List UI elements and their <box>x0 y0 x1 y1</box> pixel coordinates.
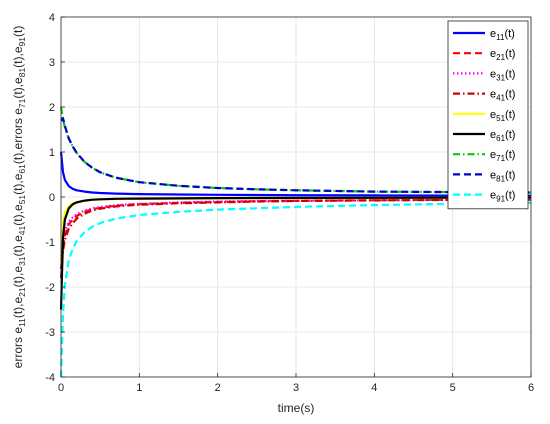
y-axis-label: errors e11(t),e21(t),e31(t),e41(t),e51(t… <box>11 26 27 369</box>
x-tick-label: 6 <box>528 382 534 394</box>
y-tick-label: -1 <box>45 237 55 249</box>
x-axis-label: time(s) <box>278 401 315 415</box>
y-tick-label: -2 <box>45 282 55 294</box>
legend-entry-e61: e61(t) <box>490 129 515 143</box>
legend: e11(t) e21(t) e31(t) e41(t) e51(t) e61(t) e71(… <box>447 20 529 210</box>
y-tick-label: 0 <box>49 192 55 204</box>
x-tick-label: 3 <box>293 382 299 394</box>
series-line-e11 <box>59 151 532 197</box>
y-tick-label: 4 <box>49 12 55 24</box>
series-layer <box>59 106 532 378</box>
series-line-e91 <box>59 201 532 378</box>
legend-entry-e71: e71(t) <box>490 149 515 163</box>
legend-entry-e41: e41(t) <box>490 89 515 103</box>
series-line-e41 <box>59 198 532 279</box>
legend-entry-e21: e21(t) <box>490 48 515 62</box>
y-tick-label: -3 <box>45 327 55 339</box>
x-tick-label: 5 <box>450 382 456 394</box>
y-tick-label: 1 <box>49 147 55 159</box>
y-tick-label: 2 <box>49 102 55 114</box>
series-line-e31 <box>59 198 532 261</box>
legend-entry-e31: e31(t) <box>490 68 515 82</box>
y-tick-label: -4 <box>45 372 55 384</box>
x-tick-label: 4 <box>371 382 377 394</box>
tick-layer: 0 1 2 3 4 5 6 -4 -3 -2 -1 0 1 2 3 4 <box>45 12 534 394</box>
legend-entry-e91: e91(t) <box>490 190 515 204</box>
legend-entry-e11: e11(t) <box>490 28 515 42</box>
legend-entry-e51: e51(t) <box>490 109 515 123</box>
x-tick-label: 1 <box>136 382 142 394</box>
series-line-e81 <box>60 117 532 194</box>
x-tick-label: 2 <box>215 382 221 394</box>
x-tick-label: 0 <box>58 382 64 394</box>
legend-entry-e81: e81(t) <box>490 169 515 183</box>
y-tick-label: 3 <box>49 57 55 69</box>
series-line-e61 <box>59 196 531 310</box>
